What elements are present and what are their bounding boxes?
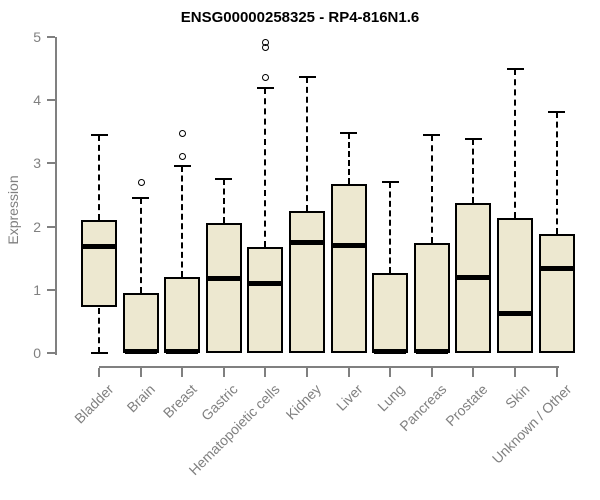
outlier-point — [179, 130, 187, 138]
x-tick-label: Liver — [333, 381, 366, 414]
whisker-cap-upper — [340, 132, 358, 135]
x-tick-label: Kidney — [282, 381, 325, 423]
median-line — [166, 348, 199, 354]
whisker-cap-upper — [423, 134, 441, 136]
outlier-point — [262, 39, 270, 47]
y-tick-label: 5 — [33, 29, 41, 45]
x-tick — [139, 368, 142, 377]
median-line — [83, 244, 115, 250]
box — [330, 183, 367, 353]
outlier-point — [262, 74, 270, 82]
box — [122, 293, 159, 353]
box — [538, 234, 575, 353]
y-tick — [47, 162, 55, 165]
x-tick — [222, 368, 225, 377]
x-tick — [514, 368, 516, 377]
box — [372, 273, 409, 353]
x-tick-label: Unknown / Other — [488, 381, 574, 467]
whisker-cap-upper — [90, 134, 108, 136]
box — [81, 220, 117, 308]
median-line — [457, 274, 490, 280]
y-tick-label: 1 — [33, 281, 41, 298]
whisker-upper — [555, 111, 558, 235]
median-line — [207, 275, 240, 281]
median-line — [374, 348, 407, 354]
y-tick — [47, 352, 55, 354]
whisker-lower — [98, 307, 100, 353]
y-tick — [47, 288, 55, 291]
whisker-upper — [306, 76, 308, 212]
median-line — [332, 243, 365, 249]
outlier-point — [179, 152, 187, 160]
x-tick-label: Bladder — [70, 381, 117, 427]
x-tick-label: Brain — [123, 381, 158, 416]
y-tick — [47, 99, 55, 102]
median-line — [249, 281, 282, 286]
median-line — [415, 348, 448, 354]
outlier-point — [137, 179, 145, 187]
box — [497, 218, 533, 353]
x-tick — [430, 368, 433, 377]
x-tick-label: Lung — [374, 381, 408, 415]
y-axis-line — [55, 37, 57, 355]
y-tick — [47, 225, 55, 228]
whisker-cap-upper — [506, 68, 524, 71]
whisker-upper — [347, 133, 350, 184]
whisker-cap-upper — [173, 164, 191, 167]
whisker-upper — [430, 135, 433, 244]
box — [247, 246, 284, 353]
whisker-upper — [98, 135, 100, 221]
whisker-cap-upper — [298, 75, 316, 78]
x-tick — [472, 368, 475, 377]
chart-title: ENSG00000258325 - RP4-816N1.6 — [180, 9, 420, 26]
x-axis-line — [99, 366, 559, 368]
whisker-cap-upper — [256, 86, 274, 89]
x-tick-label: Prostate — [442, 381, 491, 430]
whisker-upper — [222, 179, 225, 223]
box — [289, 211, 325, 353]
median-line — [499, 310, 531, 316]
median-line — [291, 239, 323, 245]
x-tick-label: Skin — [501, 381, 533, 412]
x-tick — [306, 368, 308, 377]
median-line — [124, 348, 157, 354]
y-tick — [47, 36, 55, 38]
whisker-cap-lower — [90, 352, 108, 354]
box — [164, 277, 201, 353]
whisker-upper — [472, 139, 475, 204]
whisker-upper — [139, 198, 142, 293]
whisker-cap-upper — [381, 180, 399, 183]
box — [413, 243, 450, 353]
x-tick — [181, 368, 184, 377]
whisker-cap-upper — [548, 110, 566, 113]
x-tick — [264, 368, 267, 377]
x-tick-label: Breast — [159, 381, 200, 421]
x-tick — [389, 368, 392, 377]
y-tick-label: 4 — [33, 92, 41, 109]
median-line — [540, 265, 573, 271]
y-tick-label: 2 — [33, 218, 41, 235]
whisker-cap-upper — [215, 178, 233, 181]
whisker-upper — [389, 181, 392, 274]
y-tick-label: 3 — [33, 155, 41, 172]
whisker-upper — [181, 165, 184, 278]
y-tick-label: 0 — [33, 345, 41, 361]
x-tick — [555, 368, 558, 377]
whisker-upper — [264, 87, 267, 247]
whisker-cap-upper — [464, 138, 482, 141]
whisker-cap-upper — [132, 197, 150, 200]
x-tick — [98, 368, 100, 377]
whisker-upper — [514, 69, 516, 219]
box — [205, 222, 242, 353]
x-tick — [347, 368, 350, 377]
